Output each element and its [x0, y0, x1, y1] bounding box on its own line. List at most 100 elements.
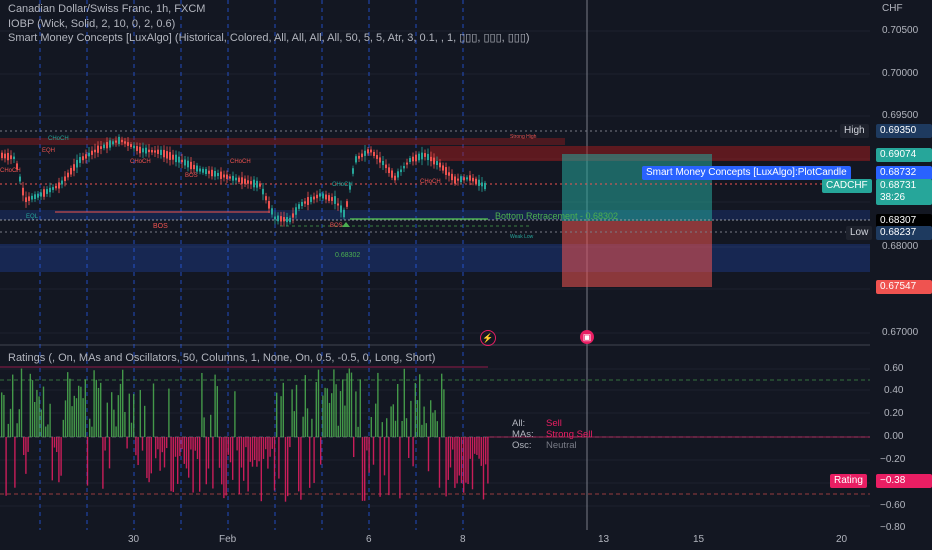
- rating-column: [135, 437, 137, 456]
- resistance-zone: [430, 146, 870, 161]
- rating-label-tag: Rating: [830, 474, 867, 488]
- candle-body: [244, 178, 246, 184]
- candle-body: [223, 174, 225, 178]
- position-stop-zone[interactable]: [562, 221, 712, 287]
- rating-column: [421, 424, 423, 437]
- price-axis-label: 0.67000: [882, 327, 919, 338]
- candle-body: [7, 152, 9, 161]
- ratings-axis-label: −0.60: [880, 500, 906, 511]
- rating-column: [14, 437, 16, 488]
- rating-column: [403, 368, 405, 437]
- bar-countdown: 38:26: [880, 192, 906, 203]
- rating-column: [335, 384, 337, 437]
- rating-column: [71, 406, 73, 437]
- rating-column: [392, 404, 394, 437]
- price-axis-label: 0.70500: [882, 25, 919, 36]
- candle-body: [412, 156, 414, 162]
- rating-column: [126, 437, 128, 449]
- rating-column: [273, 437, 276, 491]
- rating-column: [485, 437, 487, 465]
- rating-column: [194, 437, 196, 451]
- rating-column: [449, 437, 452, 468]
- iobp-legend[interactable]: IOBP (Wick, Solid, 2, 10, 0, 2, 0.6): [8, 18, 176, 30]
- rating-column: [311, 418, 313, 437]
- candle-body: [157, 149, 159, 154]
- rating-column: [130, 422, 133, 437]
- rating-column: [452, 437, 454, 450]
- rating-column: [207, 437, 210, 469]
- rating-column: [333, 369, 335, 437]
- rating-column: [388, 437, 390, 496]
- rating-column: [133, 394, 135, 437]
- rating-column: [23, 437, 25, 456]
- symbol-legend[interactable]: Canadian Dollar/Swiss Franc, 1h, FXCM: [8, 3, 206, 15]
- candle-body: [304, 201, 306, 204]
- choch-label-3: CHoCH: [230, 159, 251, 165]
- smc-legend[interactable]: Smart Money Concepts [LuxAlgo] (Historic…: [8, 32, 530, 44]
- candle-body: [343, 209, 345, 218]
- candle-body: [316, 194, 318, 199]
- rating-column: [249, 437, 251, 462]
- weak-low-label: Weak Low: [510, 234, 534, 240]
- pane-separator[interactable]: [0, 344, 870, 346]
- rating-column: [104, 437, 106, 451]
- rating-column: [146, 437, 148, 479]
- rating-column: [366, 437, 368, 451]
- rating-column: [155, 437, 157, 459]
- time-axis-label: 8: [460, 534, 466, 545]
- rating-column: [256, 437, 258, 467]
- rating-value-tag: −0.38: [876, 474, 932, 488]
- rating-column: [441, 373, 443, 437]
- rating-column: [372, 437, 375, 465]
- candle-body: [25, 197, 27, 202]
- rating-column: [34, 402, 36, 437]
- rating-column: [401, 420, 403, 437]
- candle-body: [133, 145, 135, 149]
- candle-body: [301, 201, 303, 207]
- rating-column: [102, 437, 104, 489]
- rating-column: [172, 437, 174, 493]
- candle-body: [127, 142, 129, 146]
- rating-column: [27, 437, 29, 452]
- rating-column: [245, 437, 247, 448]
- choch-label-2: CHoCH: [130, 159, 151, 165]
- candle-body: [172, 154, 174, 160]
- candle-body: [274, 216, 276, 220]
- rating-column: [339, 391, 342, 437]
- candle-body: [100, 146, 102, 149]
- bos-label: BOS: [153, 223, 168, 230]
- candle-body: [397, 171, 399, 178]
- ratings-legend[interactable]: Ratings (, On, MAs and Oscillators, 50, …: [8, 352, 436, 364]
- candle-body: [325, 194, 327, 200]
- candle-body: [64, 176, 66, 182]
- candle-body: [145, 147, 147, 154]
- lightning-icon[interactable]: ⚡: [480, 330, 496, 346]
- time-axis-label: 20: [836, 534, 848, 545]
- candle-body: [16, 163, 18, 170]
- candle-body: [262, 188, 264, 195]
- rating-column: [408, 437, 410, 458]
- candle-body: [259, 183, 261, 187]
- candle-body: [46, 189, 48, 194]
- candle-body: [298, 204, 300, 209]
- candle-body: [253, 179, 255, 188]
- rating-column: [199, 437, 201, 492]
- candle-body: [271, 208, 273, 215]
- rating-column: [458, 437, 460, 476]
- ratings-axis-label: −0.20: [880, 454, 906, 465]
- rating-column: [306, 408, 309, 437]
- position-target-zone[interactable]: [562, 154, 712, 221]
- calendar-event-icon[interactable]: ▣: [580, 330, 594, 344]
- rating-column: [203, 417, 205, 437]
- candle-body: [28, 196, 30, 201]
- candle-body: [337, 203, 339, 206]
- rating-column: [370, 417, 372, 437]
- rating-column: [278, 437, 280, 479]
- candle-body: [445, 167, 447, 175]
- candle-body: [376, 155, 378, 159]
- rating-column: [67, 372, 69, 437]
- rating-column: [368, 437, 370, 473]
- currency-label[interactable]: CHF: [882, 3, 903, 14]
- candle-body: [67, 172, 69, 178]
